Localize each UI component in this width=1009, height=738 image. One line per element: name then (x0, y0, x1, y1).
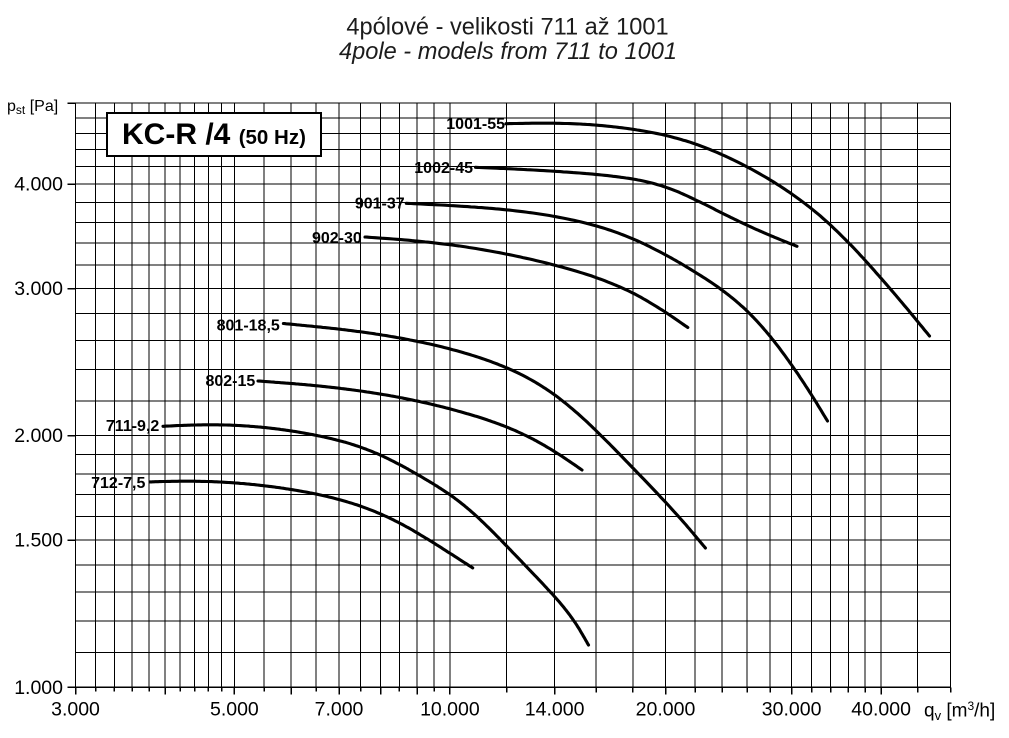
svg-text:4.000: 4.000 (14, 174, 63, 196)
svg-text:802-15: 802-15 (205, 373, 255, 390)
svg-text:1002-45: 1002-45 (414, 160, 473, 177)
svg-text:2.000: 2.000 (14, 425, 63, 447)
svg-text:10.000: 10.000 (420, 699, 480, 721)
svg-text:901-37: 901-37 (355, 196, 405, 213)
svg-text:30.000: 30.000 (762, 699, 822, 721)
svg-text:3.000: 3.000 (14, 278, 63, 300)
svg-text:pst [Pa]: pst [Pa] (7, 98, 58, 117)
svg-text:20.000: 20.000 (636, 699, 696, 721)
svg-text:5.000: 5.000 (210, 699, 259, 721)
svg-text:40.000: 40.000 (851, 699, 911, 721)
svg-text:3.000: 3.000 (51, 699, 100, 721)
svg-text:902-30: 902-30 (312, 230, 362, 247)
svg-text:1.500: 1.500 (14, 530, 63, 552)
svg-text:4pole - models from 711 to 100: 4pole - models from 711 to 1001 (339, 39, 677, 65)
svg-text:4pólové - velikosti 711 až 100: 4pólové - velikosti 711 až 1001 (346, 15, 668, 41)
svg-text:7.000: 7.000 (315, 699, 364, 721)
svg-text:1.000: 1.000 (14, 677, 63, 699)
svg-text:801-18,5: 801-18,5 (217, 318, 280, 335)
svg-text:712-7,5: 712-7,5 (91, 475, 145, 492)
svg-text:14.000: 14.000 (525, 699, 585, 721)
svg-text:711-9,2: 711-9,2 (106, 418, 159, 435)
svg-text:1001-55: 1001-55 (446, 116, 505, 133)
